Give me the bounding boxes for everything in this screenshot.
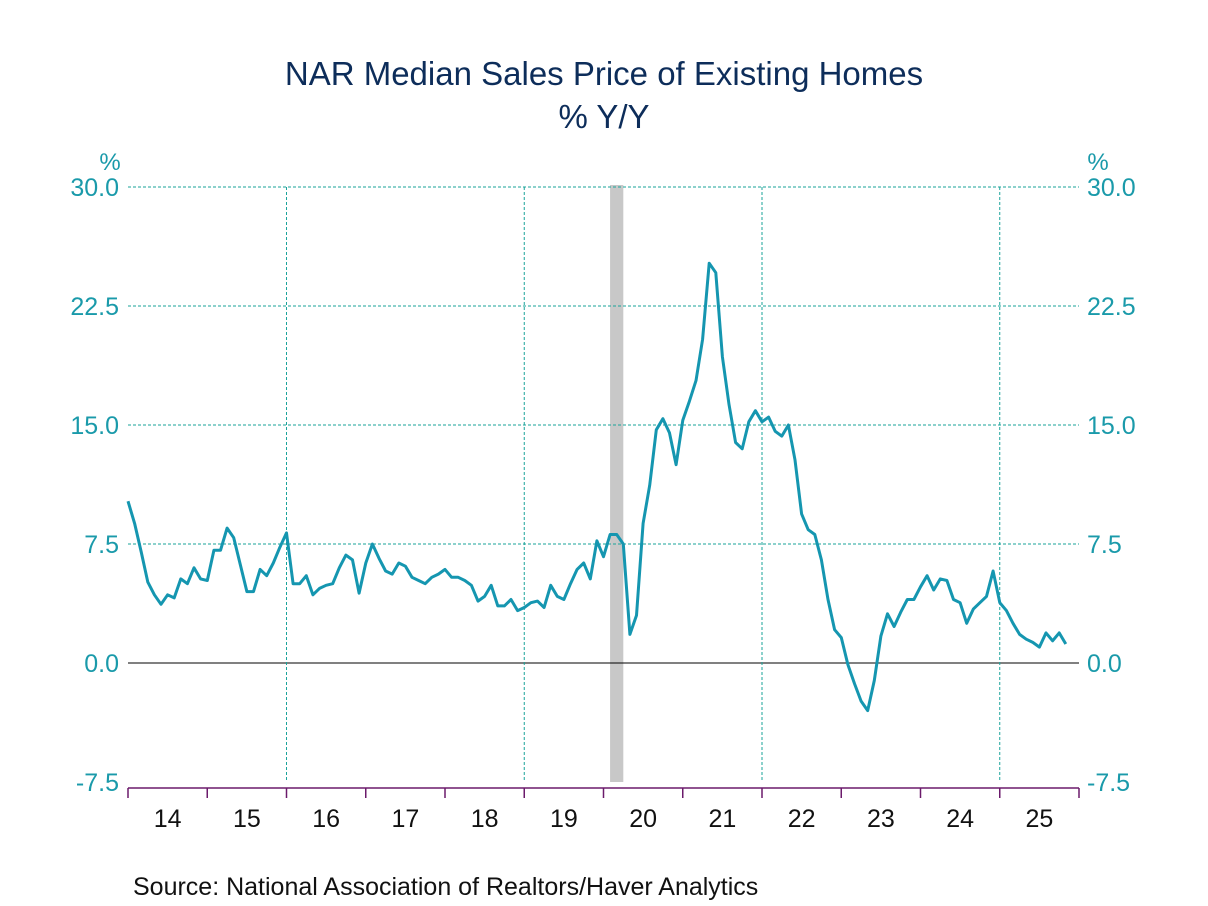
y-tick-label-left: 0.0 (84, 650, 119, 678)
x-tick-label: 25 (1025, 805, 1053, 833)
x-tick-label: 15 (233, 805, 261, 833)
source-note: Source: National Association of Realtors… (133, 873, 759, 901)
y-axis-unit-left: % (99, 149, 120, 176)
y-tick-label-right: 0.0 (1087, 650, 1122, 678)
x-tick-label: 20 (629, 805, 657, 833)
x-tick-label: 19 (550, 805, 578, 833)
y-axis-unit-right: % (1087, 149, 1108, 176)
y-tick-label-left: 22.5 (70, 293, 119, 321)
y-tick-label-left: -7.5 (76, 769, 119, 797)
y-tick-label-right: 30.0 (1087, 174, 1136, 202)
x-tick-label: 23 (867, 805, 895, 833)
x-tick-label: 22 (788, 805, 816, 833)
chart-subtitle: % Y/Y (558, 98, 650, 135)
x-tick-label: 24 (946, 805, 974, 833)
y-tick-label-left: 15.0 (70, 412, 119, 440)
series-line (126, 261, 1068, 713)
y-tick-label-right: 22.5 (1087, 293, 1136, 321)
y-tick-label-right: 15.0 (1087, 412, 1136, 440)
chart-title: NAR Median Sales Price of Existing Homes (284, 55, 924, 92)
x-tick-label: 21 (708, 805, 736, 833)
x-tick-label: 17 (391, 805, 419, 833)
y-tick-label-left: 7.5 (84, 531, 119, 559)
y-tick-label-right: 7.5 (1087, 531, 1122, 559)
y-tick-label-right: -7.5 (1087, 769, 1130, 797)
recession-bar (610, 185, 624, 782)
x-tick-label: 16 (312, 805, 340, 833)
x-tick-label: 18 (471, 805, 499, 833)
y-tick-label-left: 30.0 (70, 174, 119, 202)
x-tick-label: 14 (154, 805, 182, 833)
